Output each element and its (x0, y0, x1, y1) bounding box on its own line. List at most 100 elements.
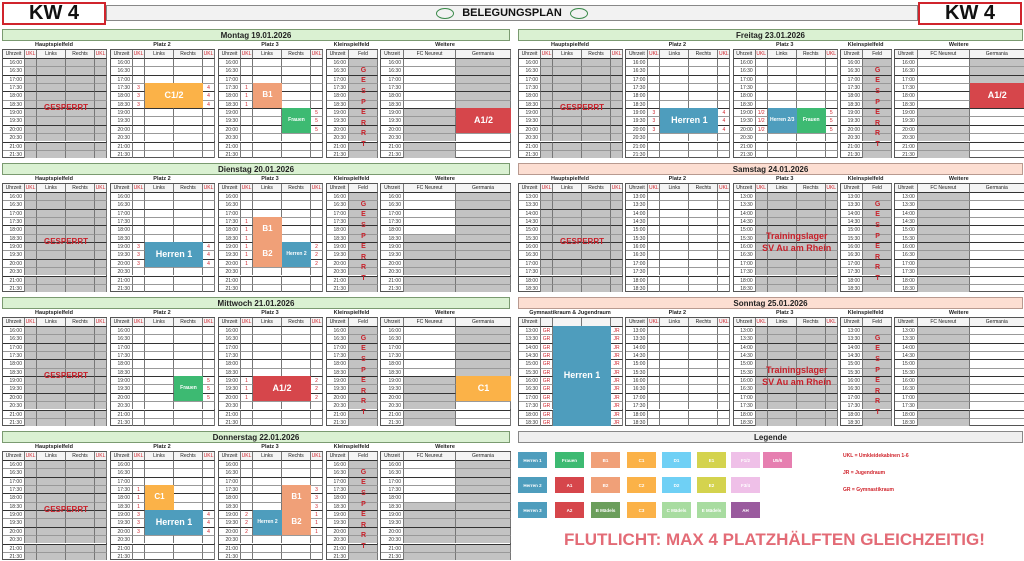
booking-block[interactable]: Frauen (282, 108, 311, 134)
time-slot-cell[interactable] (133, 275, 145, 284)
time-slot-cell[interactable] (796, 133, 826, 142)
time-slot-cell[interactable] (241, 108, 253, 117)
time-slot-cell[interactable] (253, 149, 282, 159)
time-slot-cell[interactable] (174, 543, 203, 552)
time-slot-cell[interactable] (311, 551, 323, 561)
time-slot-cell[interactable] (203, 217, 215, 226)
time-slot-cell[interactable] (969, 359, 1024, 368)
time-slot-cell[interactable] (145, 74, 174, 84)
time-slot-cell[interactable] (718, 200, 731, 209)
time-slot-cell[interactable] (404, 99, 456, 109)
time-slot-cell[interactable] (917, 66, 970, 75)
time-slot-cell[interactable] (825, 149, 838, 159)
time-slot-cell[interactable] (203, 351, 215, 360)
time-slot-cell[interactable] (282, 267, 311, 276)
time-slot-cell[interactable] (145, 66, 174, 75)
time-slot-cell[interactable] (133, 392, 145, 402)
time-slot-cell[interactable] (253, 133, 282, 142)
time-slot-cell[interactable] (660, 66, 690, 75)
time-slot-cell[interactable] (282, 283, 311, 293)
time-slot-cell[interactable] (282, 543, 311, 552)
time-slot-cell[interactable] (253, 485, 282, 494)
time-slot-cell[interactable] (718, 225, 731, 234)
time-slot-cell[interactable] (253, 359, 282, 368)
time-slot-cell[interactable] (174, 200, 203, 209)
time-slot-cell[interactable] (253, 493, 282, 502)
time-slot-cell[interactable] (241, 116, 253, 125)
time-slot-cell[interactable] (133, 200, 145, 209)
time-slot-cell[interactable] (796, 141, 826, 150)
time-slot-cell[interactable] (253, 351, 282, 360)
time-slot-cell[interactable] (282, 83, 311, 92)
time-slot-cell[interactable] (660, 74, 690, 84)
time-slot-cell[interactable] (203, 58, 215, 67)
time-slot-cell[interactable] (203, 326, 215, 335)
time-slot-cell[interactable] (689, 392, 719, 402)
time-slot-cell[interactable] (796, 149, 826, 159)
time-slot-cell[interactable] (689, 258, 719, 268)
time-slot-cell[interactable] (689, 149, 719, 159)
time-slot-cell[interactable] (825, 66, 838, 75)
time-slot-cell[interactable] (796, 74, 826, 84)
time-slot-cell[interactable] (404, 217, 456, 226)
time-slot-cell[interactable] (660, 376, 690, 385)
time-slot-cell[interactable] (203, 116, 215, 125)
time-slot-cell[interactable] (648, 217, 661, 226)
time-slot-cell[interactable] (660, 250, 690, 259)
time-slot-cell[interactable] (241, 485, 253, 494)
time-slot-cell[interactable] (969, 208, 1024, 218)
time-slot-cell[interactable] (253, 200, 282, 209)
time-slot-cell[interactable] (648, 351, 661, 360)
time-slot-cell[interactable] (718, 392, 731, 402)
time-slot-cell[interactable] (241, 283, 253, 293)
time-slot-cell[interactable] (648, 66, 661, 75)
time-slot-cell[interactable] (203, 66, 215, 75)
time-slot-cell[interactable] (203, 200, 215, 209)
time-slot-cell[interactable] (660, 99, 690, 109)
time-slot-cell[interactable] (648, 283, 661, 293)
time-slot-cell[interactable] (648, 384, 661, 393)
time-slot-cell[interactable] (203, 485, 215, 494)
time-slot-cell[interactable] (133, 401, 145, 410)
time-slot-cell[interactable] (241, 417, 253, 427)
time-slot-cell[interactable] (282, 200, 311, 209)
time-slot-cell[interactable] (648, 417, 661, 427)
time-slot-cell[interactable] (174, 342, 203, 352)
time-slot-cell[interactable] (174, 476, 203, 486)
time-slot-cell[interactable] (241, 200, 253, 209)
time-slot-cell[interactable] (648, 275, 661, 284)
time-slot-cell[interactable] (311, 217, 323, 226)
time-slot-cell[interactable] (718, 376, 731, 385)
time-slot-cell[interactable] (660, 242, 690, 251)
time-slot-cell[interactable] (755, 141, 768, 150)
time-slot-cell[interactable] (174, 409, 203, 418)
time-slot-cell[interactable] (282, 326, 311, 335)
time-slot-cell[interactable] (648, 74, 661, 84)
time-slot-cell[interactable] (282, 468, 311, 477)
time-slot-cell[interactable] (969, 376, 1024, 385)
time-slot-cell[interactable] (969, 409, 1024, 418)
time-slot-cell[interactable] (174, 501, 203, 511)
time-slot-cell[interactable] (174, 367, 203, 377)
time-slot-cell[interactable] (689, 334, 719, 343)
time-slot-cell[interactable] (174, 58, 203, 67)
time-slot-cell[interactable] (755, 133, 768, 142)
time-slot-cell[interactable] (648, 367, 661, 377)
time-slot-cell[interactable] (648, 192, 661, 201)
time-slot-cell[interactable] (203, 124, 215, 134)
time-slot-cell[interactable] (755, 66, 768, 75)
time-slot-cell[interactable] (174, 267, 203, 276)
time-slot-cell[interactable] (311, 401, 323, 410)
time-slot-cell[interactable] (689, 83, 719, 92)
booking-block[interactable]: A1/2 (253, 376, 311, 402)
time-slot-cell[interactable] (660, 275, 690, 284)
time-slot-cell[interactable] (311, 334, 323, 343)
time-slot-cell[interactable] (253, 535, 282, 544)
time-slot-cell[interactable] (648, 376, 661, 385)
time-slot-cell[interactable] (174, 460, 203, 469)
time-slot-cell[interactable] (648, 258, 661, 268)
time-slot-cell[interactable] (755, 91, 768, 100)
time-slot-cell[interactable] (404, 460, 456, 469)
time-slot-cell[interactable] (718, 351, 731, 360)
time-slot-cell[interactable] (689, 192, 719, 201)
